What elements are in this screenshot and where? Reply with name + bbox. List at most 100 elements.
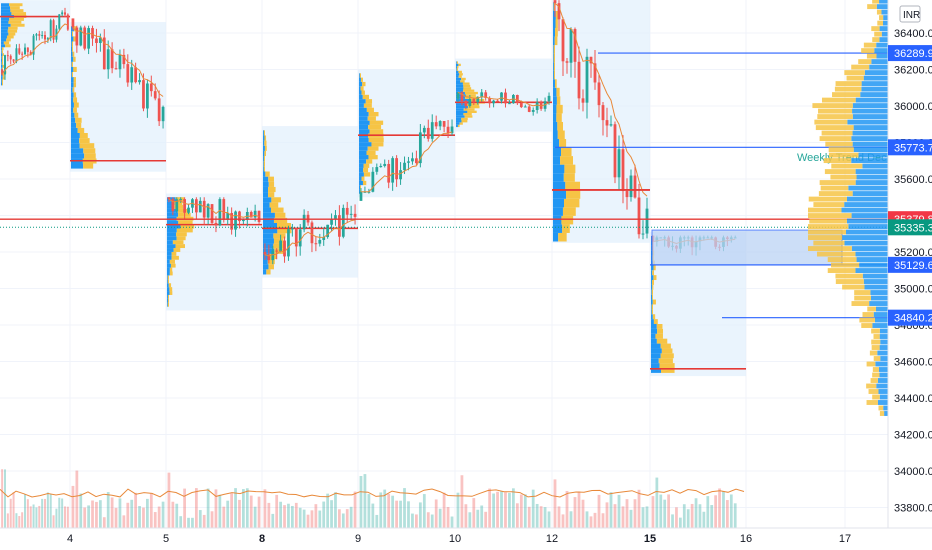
profile-bar-down [560,156,573,165]
range-profile-bar-up [858,152,888,158]
profile-bar-up [1,44,6,48]
profile-bar-up [167,251,172,256]
volume-bar [363,474,367,528]
price-tag [888,139,932,156]
candle-body [645,208,649,234]
candle-body [484,92,488,98]
profile-bar-down [360,185,361,190]
range-profile-bar-down [831,262,860,268]
price-axis[interactable]: 36400.0036200.0036000.0035800.0035600.00… [887,0,932,550]
profile-bar-down [367,116,376,121]
volume-bar [557,506,561,528]
profile-bar-up [263,171,266,177]
volume-bar [102,517,106,528]
vwap-line [264,219,356,257]
candle-body [222,199,226,220]
currency-label: INR [903,10,920,21]
profile-bar-down [167,279,169,284]
profile-bar-down [464,115,473,118]
profile-bar-up [553,215,562,225]
volume-bar [515,503,519,528]
range-profile-bar-up [851,136,888,142]
volume-bar [98,500,102,528]
profile-bar-up [553,19,556,29]
profile-bar-up [359,150,367,156]
profile-bar-up [1,56,2,59]
volume-bar [547,511,551,528]
range-profile-bar-down [863,42,877,48]
candle-body [198,200,202,213]
range-profile-bar-down [823,158,852,164]
candle-body [515,95,519,104]
volume-bar [714,495,718,528]
volume-bar [95,501,98,528]
range-profile-bar-down [866,400,878,405]
profile-bar-up [71,153,85,159]
candle-body [298,229,302,247]
profile-bar-up [553,45,554,54]
profile-bar-up [359,129,370,134]
vwap-line [554,2,648,197]
candle-body [242,219,245,222]
profile-bar-down [369,120,384,125]
candle-body [102,37,106,70]
volume-bar [597,494,601,528]
profile-bar-up [651,270,653,276]
profile-bar-up [71,107,74,113]
profile-bar-up [71,41,72,47]
profile-bar-up [1,29,8,33]
candle-body [24,47,26,55]
candle-body [438,121,442,127]
range-profile-bar-up [861,86,888,92]
range-profile-bar-up [879,345,888,350]
candle-body [130,67,134,83]
candle-body [561,19,565,62]
profile-bar-down [171,251,177,256]
price-tag-label: 35335.30 [894,222,932,234]
range-profile-bar-down [813,240,845,246]
profile-bar-down [556,113,562,122]
range-profile-bar-up [847,119,888,125]
profile-bar-up [71,122,77,128]
volume-bar [456,492,460,528]
vwap-line [457,91,550,107]
profile-bar-down [465,103,480,106]
profile-bar-up [359,120,370,125]
profile-bar-down [359,73,361,78]
volume-bar [238,499,241,528]
price-tag [888,309,932,326]
volume-bar [138,506,141,528]
profile-bar-up [71,148,84,154]
candle-body [395,158,398,180]
candle-body [519,103,523,108]
candle-body [279,240,282,252]
price-tag-label: 34840.20 [894,313,932,325]
candle-body [38,34,41,36]
volume-bar [391,495,395,528]
profile-bar-down [173,248,181,252]
profile-bar-down [73,56,76,62]
profile-bar-down [366,150,376,156]
candle-body [330,219,333,225]
candle-body [218,199,222,226]
candle-body [557,3,561,20]
volume-bar [41,498,44,528]
candle-body [379,165,383,168]
range-profile-bar-up [875,306,888,312]
time-axis[interactable]: 4 5 8 9 10 12 15 16 17 [0,527,932,545]
range-profile-bar-down [866,361,876,367]
volume-bar [504,492,507,528]
range-profile-bar-down [817,114,853,120]
profile-bar-down [77,127,85,134]
profile-bar-down [554,79,557,88]
candle-body [403,162,406,171]
profile-bar-up [167,271,170,276]
candle-body [44,35,46,40]
date-tick-label: 5 [163,533,169,545]
volume-bar [523,494,527,528]
candle-body [146,83,149,109]
profile-bar-up [71,66,74,72]
profile-bar-down [456,68,458,71]
range-profile-bar-down [808,207,842,213]
